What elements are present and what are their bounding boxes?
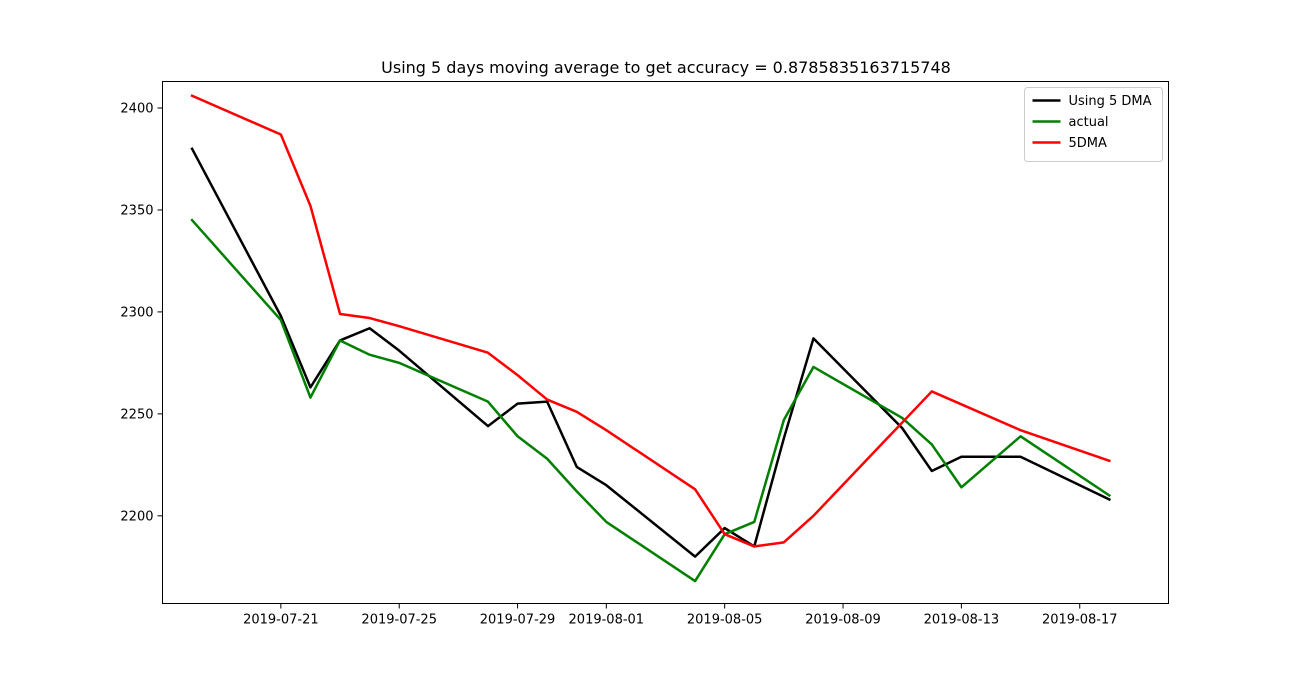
series-line-0 <box>190 147 1111 558</box>
x-tick-label: 2019-08-09 <box>805 613 881 628</box>
y-tick-label: 2200 <box>120 509 153 524</box>
x-tick-label: 2019-08-01 <box>569 613 645 628</box>
x-tick-label: 2019-08-13 <box>924 613 1000 628</box>
y-tick-label: 2400 <box>120 102 153 117</box>
x-tick-label: 2019-08-05 <box>687 613 763 628</box>
legend-label: 5DMA <box>1069 136 1107 151</box>
x-tick-label: 2019-07-21 <box>243 613 319 628</box>
x-axis: 2019-07-21 2019-07-25 2019-07-29 2019-08-01… <box>243 603 1118 628</box>
series-layer <box>190 94 1112 583</box>
legend: Using 5 DMA actual 5DMA <box>1024 87 1163 162</box>
legend-label: Using 5 DMA <box>1069 94 1152 109</box>
y-tick-label: 2300 <box>120 305 153 320</box>
x-tick-label: 2019-07-29 <box>480 613 556 628</box>
series-line-1 <box>190 218 1112 583</box>
legend-label: actual <box>1069 115 1109 130</box>
y-tick-label: 2250 <box>120 407 153 422</box>
x-tick-label: 2019-08-17 <box>1042 613 1118 628</box>
y-tick-label: 2350 <box>120 203 153 218</box>
x-tick-label: 2019-07-25 <box>361 613 437 628</box>
y-axis: 2200 2250 2300 2350 2400 <box>120 102 163 524</box>
series-line-2 <box>190 94 1111 548</box>
plot-frame <box>162 81 1169 604</box>
chart-title: Using 5 days moving average to get accur… <box>381 58 951 77</box>
